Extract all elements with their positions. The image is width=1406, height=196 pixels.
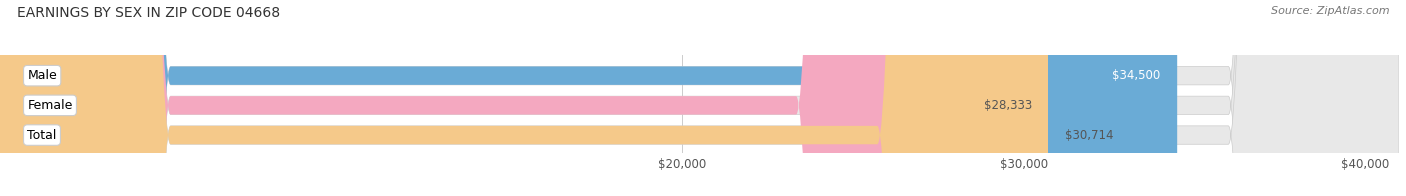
- Text: $28,333: $28,333: [984, 99, 1032, 112]
- Text: Total: Total: [27, 129, 56, 142]
- FancyBboxPatch shape: [0, 0, 1047, 196]
- Text: Source: ZipAtlas.com: Source: ZipAtlas.com: [1271, 6, 1389, 16]
- Text: Male: Male: [27, 69, 58, 82]
- FancyBboxPatch shape: [0, 0, 967, 196]
- Text: $34,500: $34,500: [1112, 69, 1160, 82]
- Text: $30,714: $30,714: [1066, 129, 1114, 142]
- Text: EARNINGS BY SEX IN ZIP CODE 04668: EARNINGS BY SEX IN ZIP CODE 04668: [17, 6, 280, 20]
- FancyBboxPatch shape: [0, 0, 1177, 196]
- Text: Female: Female: [27, 99, 73, 112]
